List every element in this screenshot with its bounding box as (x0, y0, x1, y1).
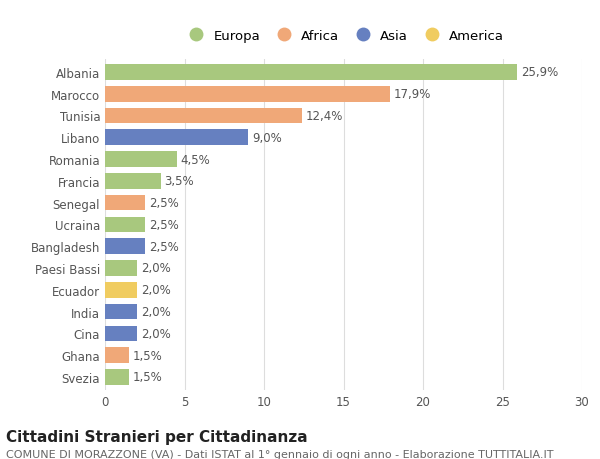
Text: 2,0%: 2,0% (141, 262, 170, 275)
Bar (105, 174, 161, 189)
Bar (105, 326, 137, 341)
Bar (105, 65, 517, 80)
Text: 2,5%: 2,5% (149, 218, 178, 231)
Text: 2,0%: 2,0% (141, 284, 170, 297)
Text: 4,5%: 4,5% (181, 153, 210, 166)
Text: Cittadini Stranieri per Cittadinanza: Cittadini Stranieri per Cittadinanza (6, 429, 308, 444)
Bar (105, 196, 145, 211)
Text: 1,5%: 1,5% (133, 370, 163, 384)
Text: 1,5%: 1,5% (133, 349, 163, 362)
Bar (105, 217, 145, 233)
Text: 2,5%: 2,5% (149, 197, 178, 210)
Text: 12,4%: 12,4% (306, 110, 344, 123)
Bar (105, 108, 302, 124)
Legend: Europa, Africa, Asia, America: Europa, Africa, Asia, America (183, 30, 504, 43)
Text: 9,0%: 9,0% (252, 131, 282, 145)
Text: COMUNE DI MORAZZONE (VA) - Dati ISTAT al 1° gennaio di ogni anno - Elaborazione : COMUNE DI MORAZZONE (VA) - Dati ISTAT al… (6, 449, 554, 459)
Text: 25,9%: 25,9% (521, 66, 558, 79)
Bar (105, 87, 389, 102)
Bar (105, 261, 137, 276)
Text: 2,0%: 2,0% (141, 305, 170, 319)
Text: 2,5%: 2,5% (149, 240, 178, 253)
Text: 17,9%: 17,9% (394, 88, 431, 101)
Bar (105, 130, 248, 146)
Bar (105, 369, 129, 385)
Text: 2,0%: 2,0% (141, 327, 170, 340)
Bar (105, 282, 137, 298)
Text: 3,5%: 3,5% (164, 175, 194, 188)
Bar (105, 304, 137, 320)
Bar (105, 152, 176, 168)
Bar (105, 347, 129, 363)
Bar (105, 239, 145, 254)
